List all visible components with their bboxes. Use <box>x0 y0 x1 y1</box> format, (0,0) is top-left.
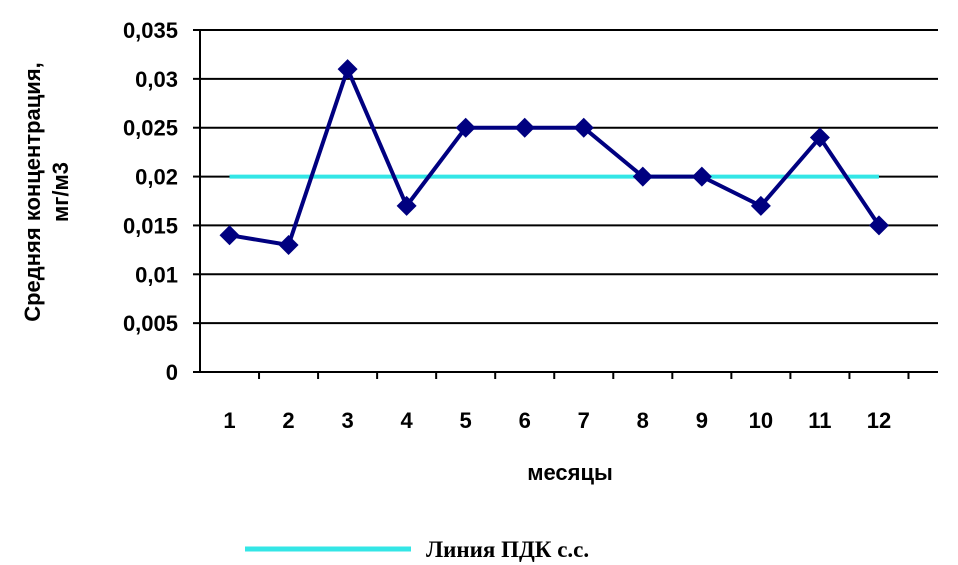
x-tick-label: 6 <box>519 408 531 433</box>
x-tick-label: 10 <box>749 408 773 433</box>
legend-label-pdk: Линия ПДК с.с. <box>426 537 589 562</box>
axes <box>193 29 938 379</box>
data-point-marker <box>573 117 594 138</box>
y-tick-label: 0,015 <box>123 213 178 238</box>
y-axis-title: Средняя концентрация, мг/м3 <box>20 62 73 322</box>
data-point-marker <box>809 127 830 148</box>
x-tick-label: 3 <box>341 408 353 433</box>
data-point-marker <box>337 59 358 80</box>
data-point-marker <box>868 215 889 236</box>
data-point-marker <box>278 234 299 255</box>
x-tick-label: 2 <box>282 408 294 433</box>
y-axis-title-line-2: мг/м3 <box>48 162 73 222</box>
data-point-marker <box>219 225 240 246</box>
x-axis-title: месяцы <box>527 460 613 485</box>
y-tick-label: 0,02 <box>135 165 178 190</box>
y-tick-label: 0,01 <box>135 262 178 287</box>
data-point-marker <box>455 117 476 138</box>
x-tick-label: 4 <box>401 408 414 433</box>
legend: Линия ПДК с.с. <box>245 537 589 562</box>
data-point-marker <box>750 195 771 216</box>
data-point-marker <box>396 195 417 216</box>
x-tick-label: 11 <box>808 408 831 433</box>
x-tick-label: 7 <box>578 408 590 433</box>
x-tick-label: 12 <box>867 408 891 433</box>
x-tick-label: 8 <box>637 408 649 433</box>
series-group <box>219 59 889 255</box>
y-axis-title-line-1: Средняя концентрация, <box>20 62 45 322</box>
series-line-concentration <box>229 63 881 248</box>
data-point-marker <box>514 117 535 138</box>
y-tick-label: 0,005 <box>123 311 178 336</box>
y-tick-label: 0,035 <box>123 18 178 43</box>
y-tick-label: 0 <box>166 360 178 385</box>
data-point-marker <box>691 166 712 187</box>
x-tick-label: 9 <box>696 408 708 433</box>
y-tick-label: 0,03 <box>135 67 178 92</box>
x-tick-label: 5 <box>460 408 472 433</box>
x-tick-labels: 1 2 3 4 5 6 7 8 9 10 11 12 <box>223 408 891 433</box>
y-tick-label: 0,025 <box>123 116 178 141</box>
y-tick-labels: 0 0,005 0,01 0,015 0,02 0,025 0,03 0,035 <box>123 18 178 385</box>
x-tick-label: 1 <box>223 408 235 433</box>
data-point-marker <box>632 166 653 187</box>
